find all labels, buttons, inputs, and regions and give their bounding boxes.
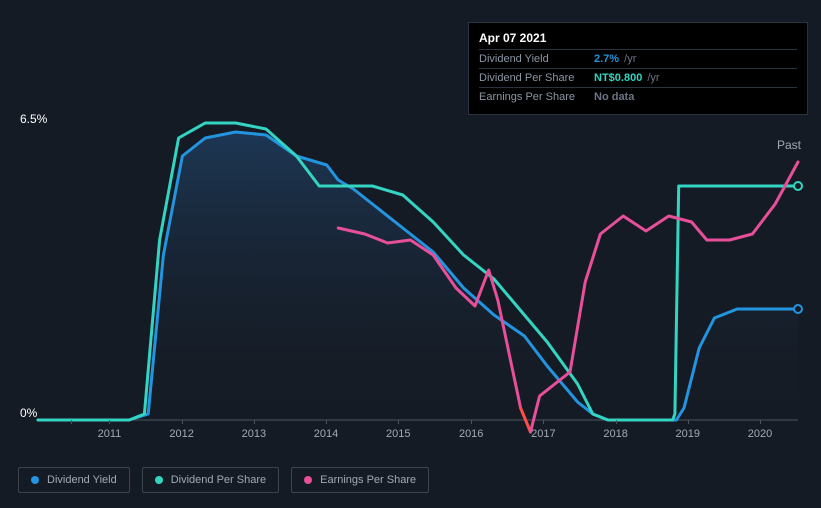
y-axis-label: 0% [20, 406, 37, 420]
legend-label: Dividend Per Share [171, 474, 266, 486]
past-label: Past [777, 138, 801, 152]
x-axis-label: 2017 [531, 428, 555, 440]
x-tick [543, 420, 544, 424]
tooltip-row: Earnings Per ShareNo data [479, 87, 797, 106]
x-tick [71, 420, 72, 424]
legend-item[interactable]: Dividend Per Share [142, 467, 279, 493]
tooltip-row: Dividend Per ShareNT$0.800 /yr [479, 68, 797, 87]
x-axis-label: 2015 [386, 428, 410, 440]
chart-tooltip: Apr 07 2021 Dividend Yield2.7% /yrDivide… [468, 22, 808, 115]
x-tick [398, 420, 399, 424]
chart-legend: Dividend Yield Dividend Per Share Earnings… [18, 467, 429, 493]
tooltip-row-label: Dividend Per Share [479, 72, 594, 84]
x-tick [616, 420, 617, 424]
x-tick [760, 420, 761, 424]
x-axis-label: 2019 [676, 428, 700, 440]
x-tick [326, 420, 327, 424]
x-axis-label: 2014 [314, 428, 338, 440]
legend-label: Dividend Yield [47, 474, 117, 486]
x-tick [109, 420, 110, 424]
legend-dot [31, 476, 39, 484]
series-end-dot [793, 181, 803, 191]
legend-label: Earnings Per Share [320, 474, 416, 486]
x-axis-label: 2012 [169, 428, 193, 440]
tooltip-date: Apr 07 2021 [479, 31, 797, 45]
tooltip-row: Dividend Yield2.7% /yr [479, 49, 797, 68]
legend-item[interactable]: Earnings Per Share [291, 467, 429, 493]
tooltip-row-label: Earnings Per Share [479, 91, 594, 103]
tooltip-row-label: Dividend Yield [479, 53, 594, 65]
legend-dot [304, 476, 312, 484]
x-axis-label: 2011 [98, 428, 122, 440]
x-axis-label: 2018 [603, 428, 627, 440]
x-tick [688, 420, 689, 424]
x-tick [471, 420, 472, 424]
x-axis-label: 2013 [242, 428, 266, 440]
y-axis-label: 6.5% [20, 112, 47, 126]
tooltip-row-value: NT$0.800 /yr [594, 72, 660, 84]
x-tick [182, 420, 183, 424]
x-axis-label: 2016 [459, 428, 483, 440]
x-tick [254, 420, 255, 424]
legend-dot [155, 476, 163, 484]
x-axis-label: 2020 [748, 428, 772, 440]
legend-item[interactable]: Dividend Yield [18, 467, 130, 493]
tooltip-row-value: No data [594, 91, 634, 103]
tooltip-row-value: 2.7% /yr [594, 53, 636, 65]
dividend-chart: 6.5% 0% Past 2011 2012 2013 2014 2015 2016 2017… [18, 20, 803, 440]
series-end-dot [793, 304, 803, 314]
